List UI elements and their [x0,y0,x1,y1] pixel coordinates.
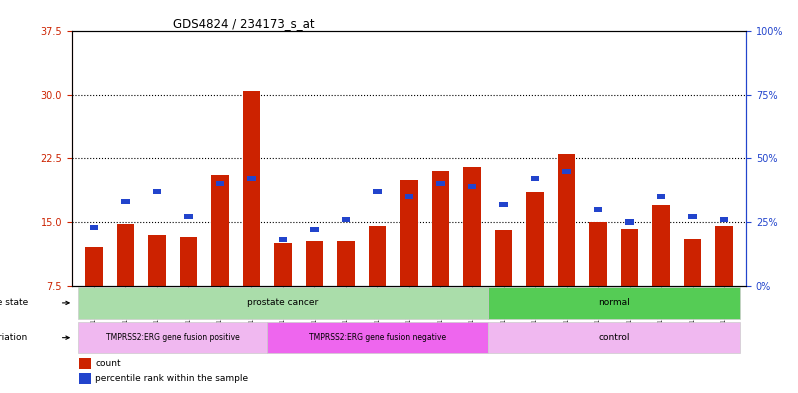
Bar [215,181,224,186]
Bar [495,230,512,286]
Bar [500,202,508,207]
Bar [338,241,354,286]
Bar [267,322,488,353]
Bar [468,184,476,189]
Bar [89,224,98,230]
Bar [279,237,287,242]
Bar [716,226,733,286]
Bar [621,229,638,286]
Bar [275,243,291,286]
Text: genotype/variation: genotype/variation [0,333,28,342]
Bar [625,219,634,224]
Bar [688,214,697,219]
Bar [488,287,740,319]
Bar [184,214,193,219]
Text: TMPRSS2:ERG gene fusion positive: TMPRSS2:ERG gene fusion positive [106,333,239,342]
Bar [558,154,575,286]
Text: GDS4824 / 234173_s_at: GDS4824 / 234173_s_at [173,17,314,30]
Bar [247,176,255,181]
Bar [590,222,606,286]
Bar [657,194,666,199]
Bar [148,235,165,286]
Bar [117,224,134,286]
Bar [180,237,197,286]
Text: TMPRSS2:ERG gene fusion negative: TMPRSS2:ERG gene fusion negative [309,333,446,342]
Bar [78,373,91,384]
Bar [563,169,571,174]
Text: percentile rank within the sample: percentile rank within the sample [96,374,248,383]
Bar [531,176,539,181]
Bar [211,175,228,286]
Bar [405,194,413,199]
Text: control: control [598,333,630,342]
Bar [342,217,350,222]
Bar [653,205,670,286]
Text: disease state: disease state [0,298,28,307]
Bar [432,171,449,286]
Bar [594,207,602,212]
Bar [720,217,729,222]
Bar [310,227,318,232]
Text: normal: normal [598,298,630,307]
Bar [527,192,543,286]
Bar [78,358,91,369]
Bar [488,322,740,353]
Text: prostate cancer: prostate cancer [247,298,318,307]
Bar [437,181,444,186]
Bar [369,226,386,286]
Bar [85,248,102,286]
Bar [78,322,267,353]
Bar [78,287,488,319]
Bar [121,199,130,204]
Bar [306,241,323,286]
Bar [464,167,480,286]
Bar [684,239,701,286]
Bar [243,91,260,286]
Bar [152,189,161,194]
Bar [401,180,417,286]
Bar [373,189,381,194]
Text: count: count [96,359,121,368]
